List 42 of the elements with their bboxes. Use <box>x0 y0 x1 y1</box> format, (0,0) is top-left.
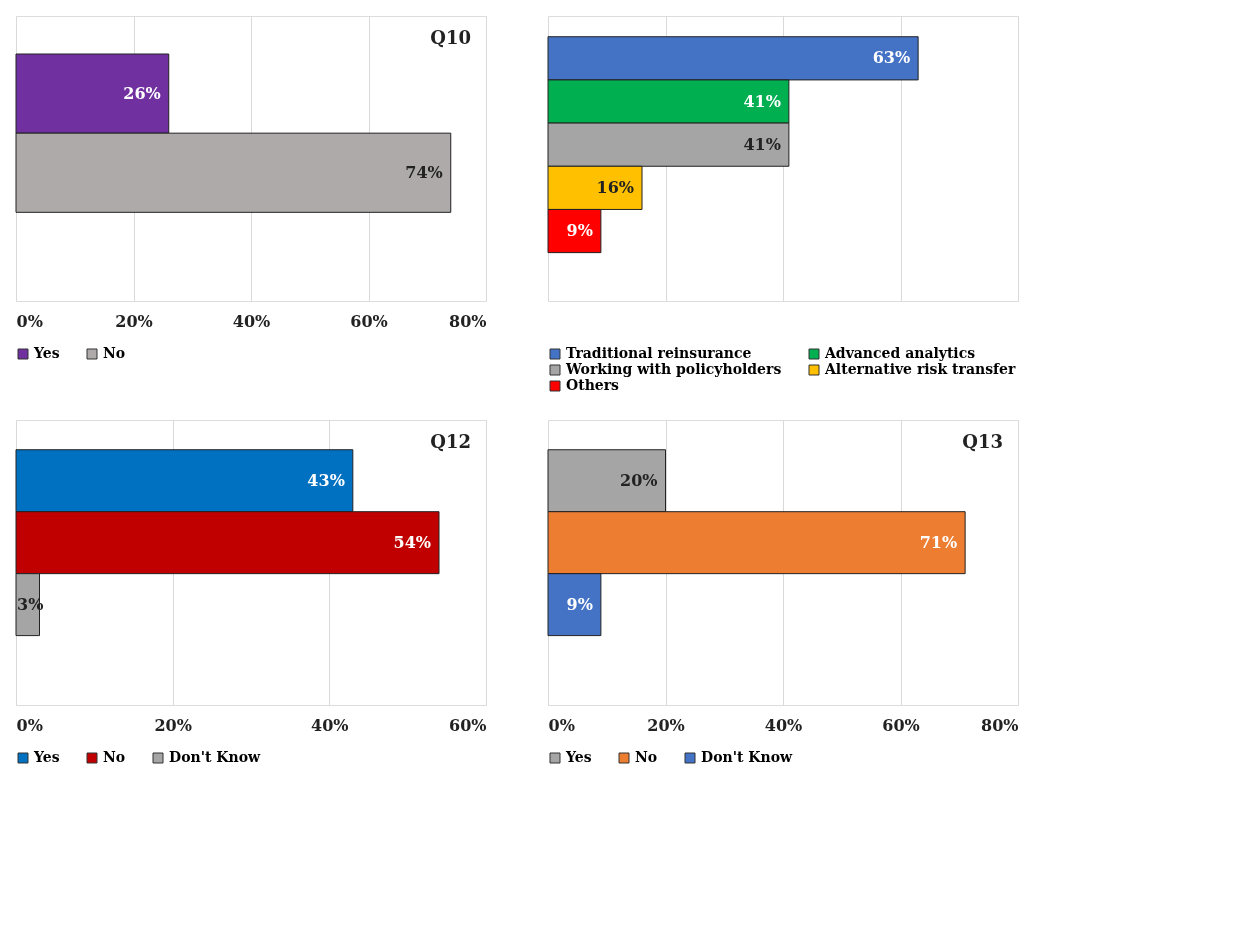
x-tick-label: 0% <box>16 715 43 735</box>
x-tick-label: 20% <box>115 311 153 331</box>
legend-label: Don't Know <box>701 749 793 765</box>
data-label: 9% <box>566 594 593 614</box>
legend-label: Yes <box>33 749 60 765</box>
legend-label: Advanced analytics <box>824 345 976 361</box>
legend-label: Traditional reinsurance <box>566 345 752 361</box>
x-tick-label: 40% <box>311 715 349 735</box>
text: Q10 <box>430 27 471 48</box>
data-label: 20% <box>620 470 658 490</box>
x-tick-label: 0% <box>16 311 43 331</box>
text: Q12 <box>430 431 471 452</box>
data-label: 74% <box>405 162 443 182</box>
legend-label: No <box>635 749 658 765</box>
legend-label: Working with policyholders <box>565 361 782 377</box>
x-tick-label: 60% <box>882 715 920 735</box>
x-tick-label: 60% <box>350 311 388 331</box>
data-label: 63% <box>872 48 911 68</box>
legend-label: Others <box>566 377 620 393</box>
data-label: 41% <box>743 91 781 111</box>
x-tick-label: 0% <box>548 715 575 735</box>
x-tick-label: 80% <box>981 715 1019 735</box>
legend-label: Alternative risk transfer <box>824 361 1016 377</box>
x-tick-label: 40% <box>232 311 271 331</box>
x-tick-label: 20% <box>154 715 192 735</box>
data-label: 16% <box>596 177 634 197</box>
x-tick-label: 40% <box>764 715 803 735</box>
data-label: 43% <box>307 470 345 490</box>
legend-label: Yes <box>33 345 60 361</box>
data-label: 9% <box>566 221 593 241</box>
data-label: 54% <box>393 532 431 552</box>
data-label: 71% <box>919 532 958 552</box>
data-label: 26% <box>123 83 161 103</box>
x-tick-label: 20% <box>647 715 685 735</box>
data-label: 41% <box>743 134 781 154</box>
x-tick-label: 60% <box>449 715 487 735</box>
legend-label: Don't Know <box>169 749 261 765</box>
text: Q13 <box>962 431 1003 452</box>
legend-label: No <box>103 749 126 765</box>
legend-label: No <box>103 345 126 361</box>
legend-label: Yes <box>565 749 592 765</box>
x-tick-label: 80% <box>449 311 487 331</box>
